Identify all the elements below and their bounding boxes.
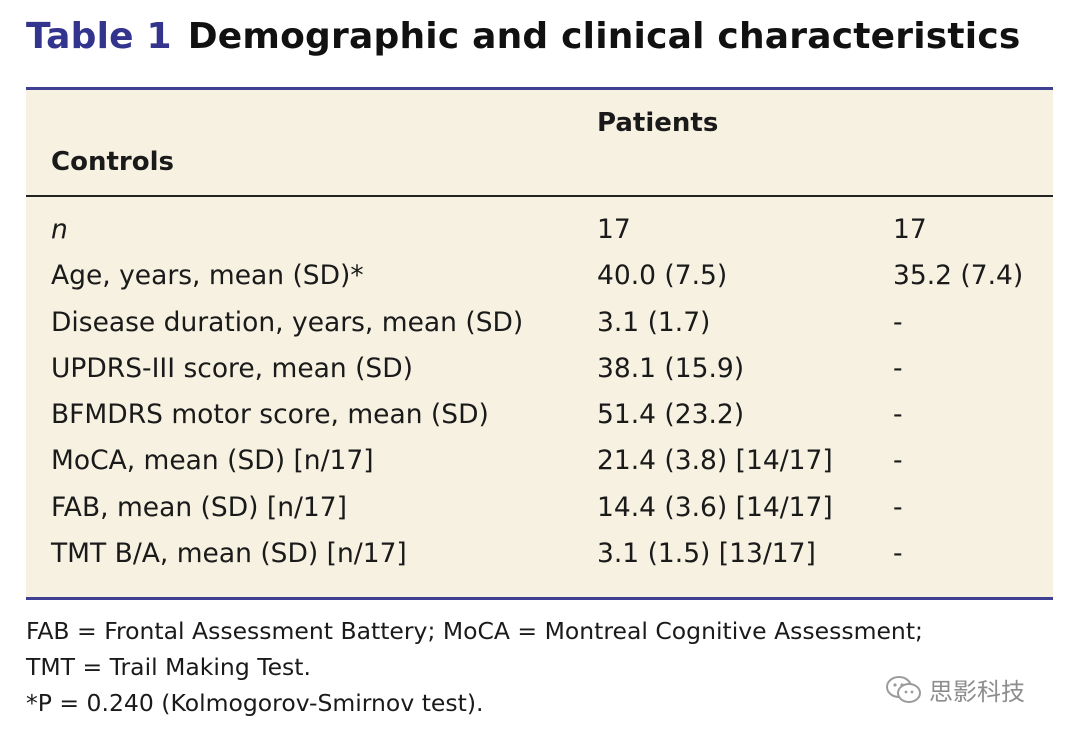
patients-value: 3.1 (1.5) [13/17]	[597, 538, 816, 570]
controls-value: -	[893, 399, 903, 431]
watermark-text: 思影科技	[929, 678, 1025, 706]
wechat-icon	[885, 675, 923, 705]
row-label: TMT B/A, mean (SD) [n/17]	[51, 538, 407, 570]
patients-value: 3.1 (1.7)	[597, 306, 711, 338]
table-row: BFMDRS motor score, mean (SD) 51.4 (23.2…	[26, 395, 1053, 441]
controls-value: 17	[893, 214, 927, 245]
column-header-controls: Controls	[51, 147, 174, 177]
patients-value: 21.4 (3.8) [14/17]	[597, 445, 833, 477]
patients-value: 14.4 (3.6) [14/17]	[597, 491, 833, 523]
controls-value: -	[893, 306, 903, 338]
controls-value: -	[893, 352, 903, 384]
row-label: Age, years, mean (SD)*	[51, 260, 364, 292]
table-row: FAB, mean (SD) [n/17] 14.4 (3.6) [14/17]…	[26, 488, 1053, 534]
table-title: Table 1 Demographic and clinical characte…	[26, 16, 1021, 57]
controls-value: -	[893, 491, 903, 523]
row-label: UPDRS-III score, mean (SD)	[51, 352, 413, 384]
row-label: n	[51, 214, 68, 245]
footnote-abbreviations-cont: TMT = Trail Making Test.	[26, 653, 311, 681]
table-row: UPDRS-III score, mean (SD) 38.1 (15.9) -	[26, 349, 1053, 395]
table-body: n 17 17 Age, years, mean (SD)* 40.0 (7.5…	[26, 210, 1053, 580]
table-caption: Demographic and clinical characteristics	[187, 16, 1021, 57]
watermark: 思影科技	[885, 672, 1025, 707]
controls-value: -	[893, 445, 903, 477]
row-label: Disease duration, years, mean (SD)	[51, 306, 524, 338]
table-footnotes: FAB = Frontal Assessment Battery; MoCA =…	[26, 613, 923, 721]
column-header-patients: Patients	[597, 108, 719, 138]
header-divider	[26, 195, 1053, 197]
table-row: n 17 17	[26, 210, 1053, 256]
table-row: Age, years, mean (SD)* 40.0 (7.5) 35.2 (…	[26, 256, 1053, 302]
row-label: MoCA, mean (SD) [n/17]	[51, 445, 374, 477]
table-row: TMT B/A, mean (SD) [n/17] 3.1 (1.5) [13/…	[26, 534, 1053, 580]
controls-value: 35.2 (7.4)	[893, 260, 1024, 292]
patients-value: 40.0 (7.5)	[597, 260, 728, 292]
table-row: Disease duration, years, mean (SD) 3.1 (…	[26, 303, 1053, 349]
table-row: MoCA, mean (SD) [n/17] 21.4 (3.8) [14/17…	[26, 441, 1053, 487]
footnote-pvalue: *P = 0.240 (Kolmogorov-Smirnov test).	[26, 689, 484, 717]
patients-value: 17	[597, 214, 631, 245]
row-label: BFMDRS motor score, mean (SD)	[51, 399, 489, 431]
data-table: Patients Controls n 17 17 Age, years, me…	[26, 87, 1053, 600]
footnote-abbreviations: FAB = Frontal Assessment Battery; MoCA =…	[26, 617, 923, 645]
controls-value: -	[893, 538, 903, 570]
patients-value: 51.4 (23.2)	[597, 399, 745, 431]
row-label: FAB, mean (SD) [n/17]	[51, 491, 347, 523]
patients-value: 38.1 (15.9)	[597, 352, 745, 384]
table-number: Table 1	[26, 16, 172, 57]
